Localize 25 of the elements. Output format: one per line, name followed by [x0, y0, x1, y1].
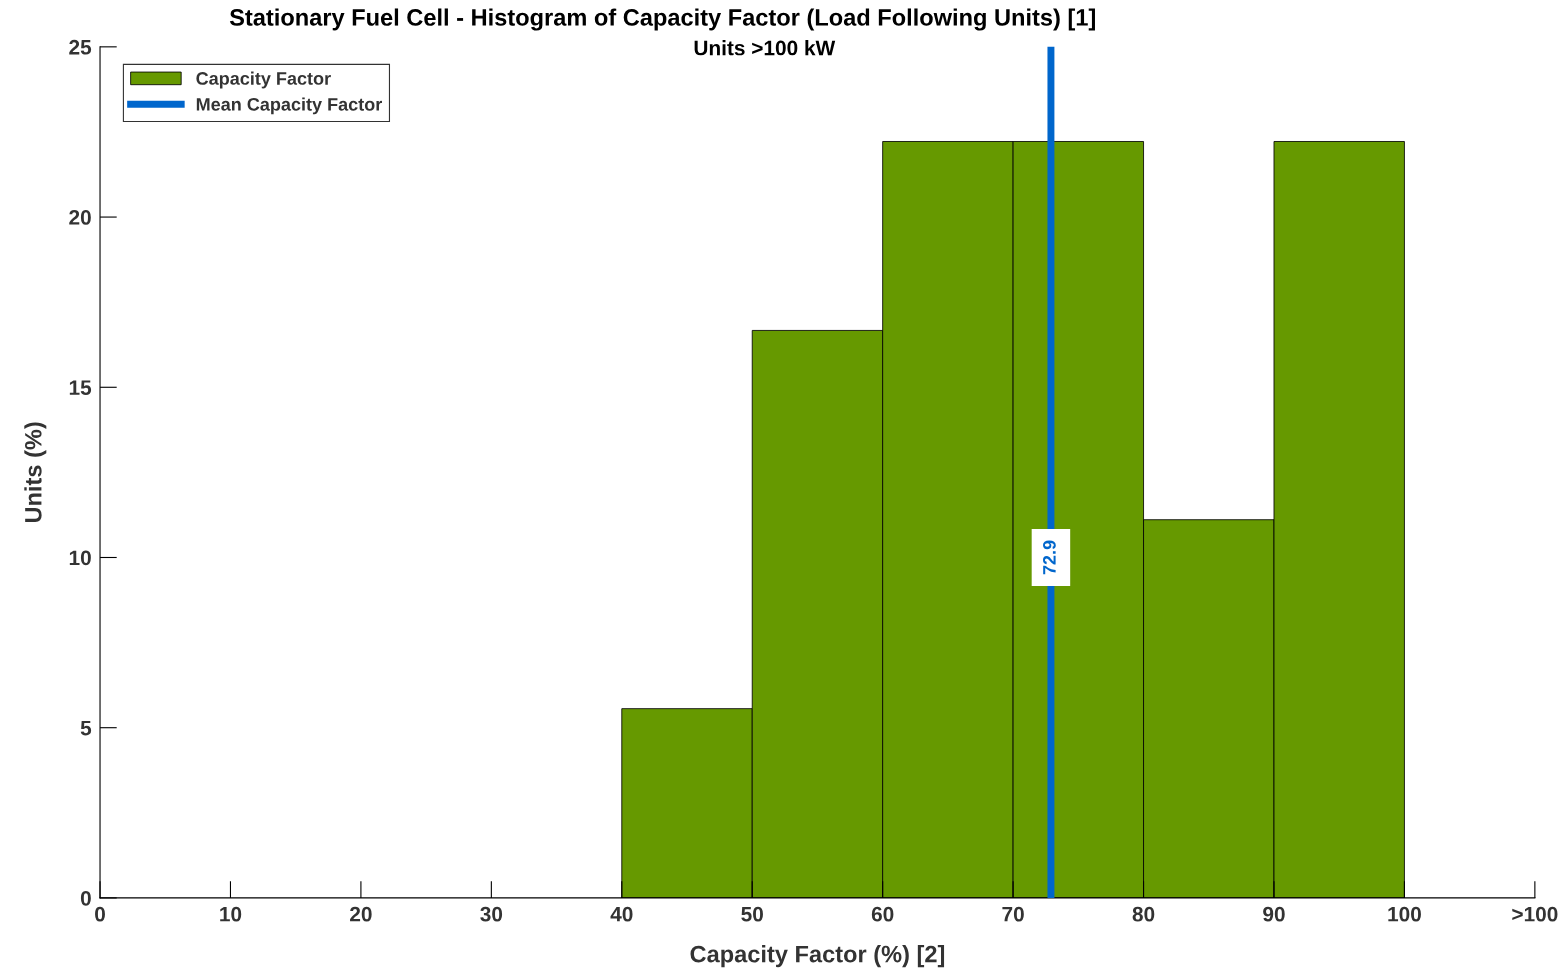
x-tick-label: 40: [610, 906, 633, 922]
x-tick-label: 20: [350, 906, 372, 922]
x-axis-title: Capacity Factor (%) [2]: [690, 945, 945, 968]
chart-title: Stationary Fuel Cell - Histogram of Capacity Factor (Load Following Units) [1]: [229, 8, 1095, 31]
x-tick-label: 60: [871, 906, 894, 922]
x-tick-label: 100: [1388, 906, 1421, 922]
x-tick-label: 30: [480, 906, 503, 922]
legend-label: Capacity Factor: [196, 71, 331, 89]
annotation: 72.9: [1043, 540, 1056, 575]
y-tick-label: 10: [69, 550, 91, 566]
y-tick-label: 5: [80, 720, 92, 736]
chart-subtitle: Units >100 kW: [694, 40, 836, 56]
y-tick-label: 0: [80, 890, 91, 906]
x-tick-label: 80: [1132, 906, 1155, 922]
x-tick-label: 10: [220, 906, 242, 922]
legend-label: Mean Capacity Factor: [196, 97, 382, 115]
x-tick-label: 50: [741, 906, 763, 922]
y-tick-label: 20: [69, 210, 91, 225]
x-tick-label: >100: [1512, 906, 1558, 922]
x-tick-label: 90: [1263, 906, 1285, 922]
x-tick-label: 0: [95, 906, 105, 922]
y-axis-title: Units (%): [24, 422, 47, 523]
x-tick-label: 70: [1002, 906, 1024, 922]
y-tick-label: 25: [69, 39, 92, 55]
y-tick-label: 15: [69, 380, 92, 396]
